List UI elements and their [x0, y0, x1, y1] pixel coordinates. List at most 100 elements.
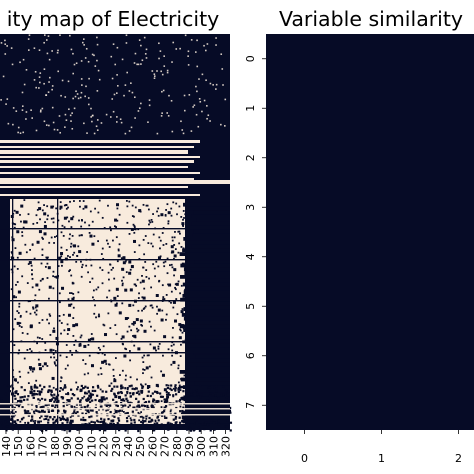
heatmap-cell: [90, 420, 93, 423]
heatmap-cell: [97, 286, 100, 289]
heatmap-cell: [51, 85, 54, 87]
heatmap-cell: [216, 400, 219, 403]
heatmap-cell: [188, 286, 230, 291]
heatmap-cell: [85, 85, 87, 88]
heatmap-cell: [38, 390, 41, 393]
heatmap-cell: [112, 110, 115, 113]
heatmap-cell: [202, 401, 205, 404]
heatmap-cell: [91, 393, 94, 396]
heatmap-cell: [27, 371, 30, 374]
heatmap-cell: [163, 335, 167, 339]
heatmap-cell: [39, 416, 41, 419]
heatmap-cell: [81, 412, 84, 415]
heatmap-cell: [141, 296, 144, 299]
heatmap-cell: [178, 230, 181, 233]
heatmap-cell: [94, 304, 96, 307]
heatmap-cell: [125, 412, 127, 415]
heatmap-streak: [0, 140, 200, 143]
heatmap-cell: [9, 385, 12, 388]
heatmap-cell: [69, 233, 71, 236]
heatmap-cell: [63, 409, 66, 412]
heatmap-cell: [142, 238, 145, 241]
heatmap-cell: [46, 262, 49, 265]
heatmap-cell: [108, 403, 112, 406]
heatmap-cell: [124, 84, 127, 86]
heatmap-cell: [112, 398, 115, 401]
heatmap-cell: [60, 231, 63, 234]
heatmap-cell: [64, 386, 67, 389]
heatmap-cell: [149, 394, 152, 398]
heatmap-cell: [72, 324, 76, 328]
heatmap-cell: [204, 49, 207, 52]
heatmap-cell: [71, 297, 75, 301]
heatmap-cell: [158, 279, 161, 282]
heatmap-cell: [206, 105, 208, 107]
heatmap-cell: [84, 422, 87, 426]
heatmap-cell: [77, 291, 80, 294]
heatmap-cell: [156, 312, 159, 315]
heatmap-cell: [59, 387, 62, 390]
heatmap-cell: [103, 227, 106, 229]
heatmap-cell: [35, 86, 38, 89]
heatmap-cell: [96, 394, 99, 397]
heatmap-cell: [183, 374, 186, 377]
heatmap-cell: [183, 217, 185, 219]
heatmap-cell: [143, 36, 146, 39]
heatmap-cell: [15, 283, 17, 286]
heatmap-cell: [119, 118, 122, 121]
heatmap-cell: [144, 261, 147, 263]
heatmap-cell: [54, 350, 57, 352]
heatmap-cell: [180, 310, 184, 314]
heatmap-cell: [148, 365, 151, 368]
x-tick-label: 170: [37, 436, 50, 457]
heatmap-cell: [128, 200, 131, 203]
left-chart-title: ity map of Electricity: [7, 7, 220, 31]
heatmap-cell: [33, 47, 36, 49]
heatmap-cell: [132, 392, 135, 395]
heatmap-line: [12, 199, 14, 424]
heatmap-cell: [42, 405, 45, 408]
heatmap-cell: [31, 269, 33, 271]
heatmap-cell: [194, 259, 230, 264]
heatmap-cell: [51, 88, 53, 91]
heatmap-cell: [6, 415, 9, 418]
heatmap-cell: [109, 423, 112, 427]
heatmap-cell: [113, 392, 116, 395]
heatmap-cell: [59, 390, 61, 393]
heatmap-cell: [111, 387, 114, 391]
heatmap-cell: [165, 399, 169, 402]
heatmap-cell: [76, 388, 79, 391]
heatmap-cell: [28, 49, 30, 51]
heatmap-cell: [127, 386, 129, 389]
y-tick-label: 6: [244, 352, 257, 359]
heatmap-cell: [41, 107, 44, 110]
heatmap-cell: [61, 79, 64, 82]
heatmap-cell: [53, 416, 56, 419]
heatmap-cell: [140, 415, 143, 418]
heatmap-cell: [135, 327, 138, 330]
heatmap-cell: [157, 256, 161, 260]
heatmap-cell: [133, 334, 137, 338]
heatmap-cell: [126, 388, 129, 391]
heatmap-cell: [52, 221, 55, 224]
heatmap-cell: [147, 354, 150, 357]
heatmap-cell: [52, 349, 55, 352]
heatmap-cell: [175, 427, 178, 430]
heatmap-cell: [102, 323, 105, 326]
heatmap-cell: [117, 248, 120, 251]
heatmap-cell: [166, 272, 169, 275]
heatmap-cell: [179, 329, 182, 332]
heatmap-cell: [153, 267, 156, 270]
heatmap-cell: [98, 428, 101, 432]
heatmap-cell: [31, 415, 34, 418]
heatmap-cell: [136, 405, 139, 408]
heatmap-cell: [165, 416, 168, 420]
heatmap-cell: [53, 327, 55, 330]
heatmap-cell: [72, 317, 75, 319]
heatmap-cell: [155, 294, 159, 298]
heatmap-cell: [175, 202, 178, 205]
heatmap-cell: [166, 395, 170, 399]
heatmap-cell: [179, 405, 182, 408]
